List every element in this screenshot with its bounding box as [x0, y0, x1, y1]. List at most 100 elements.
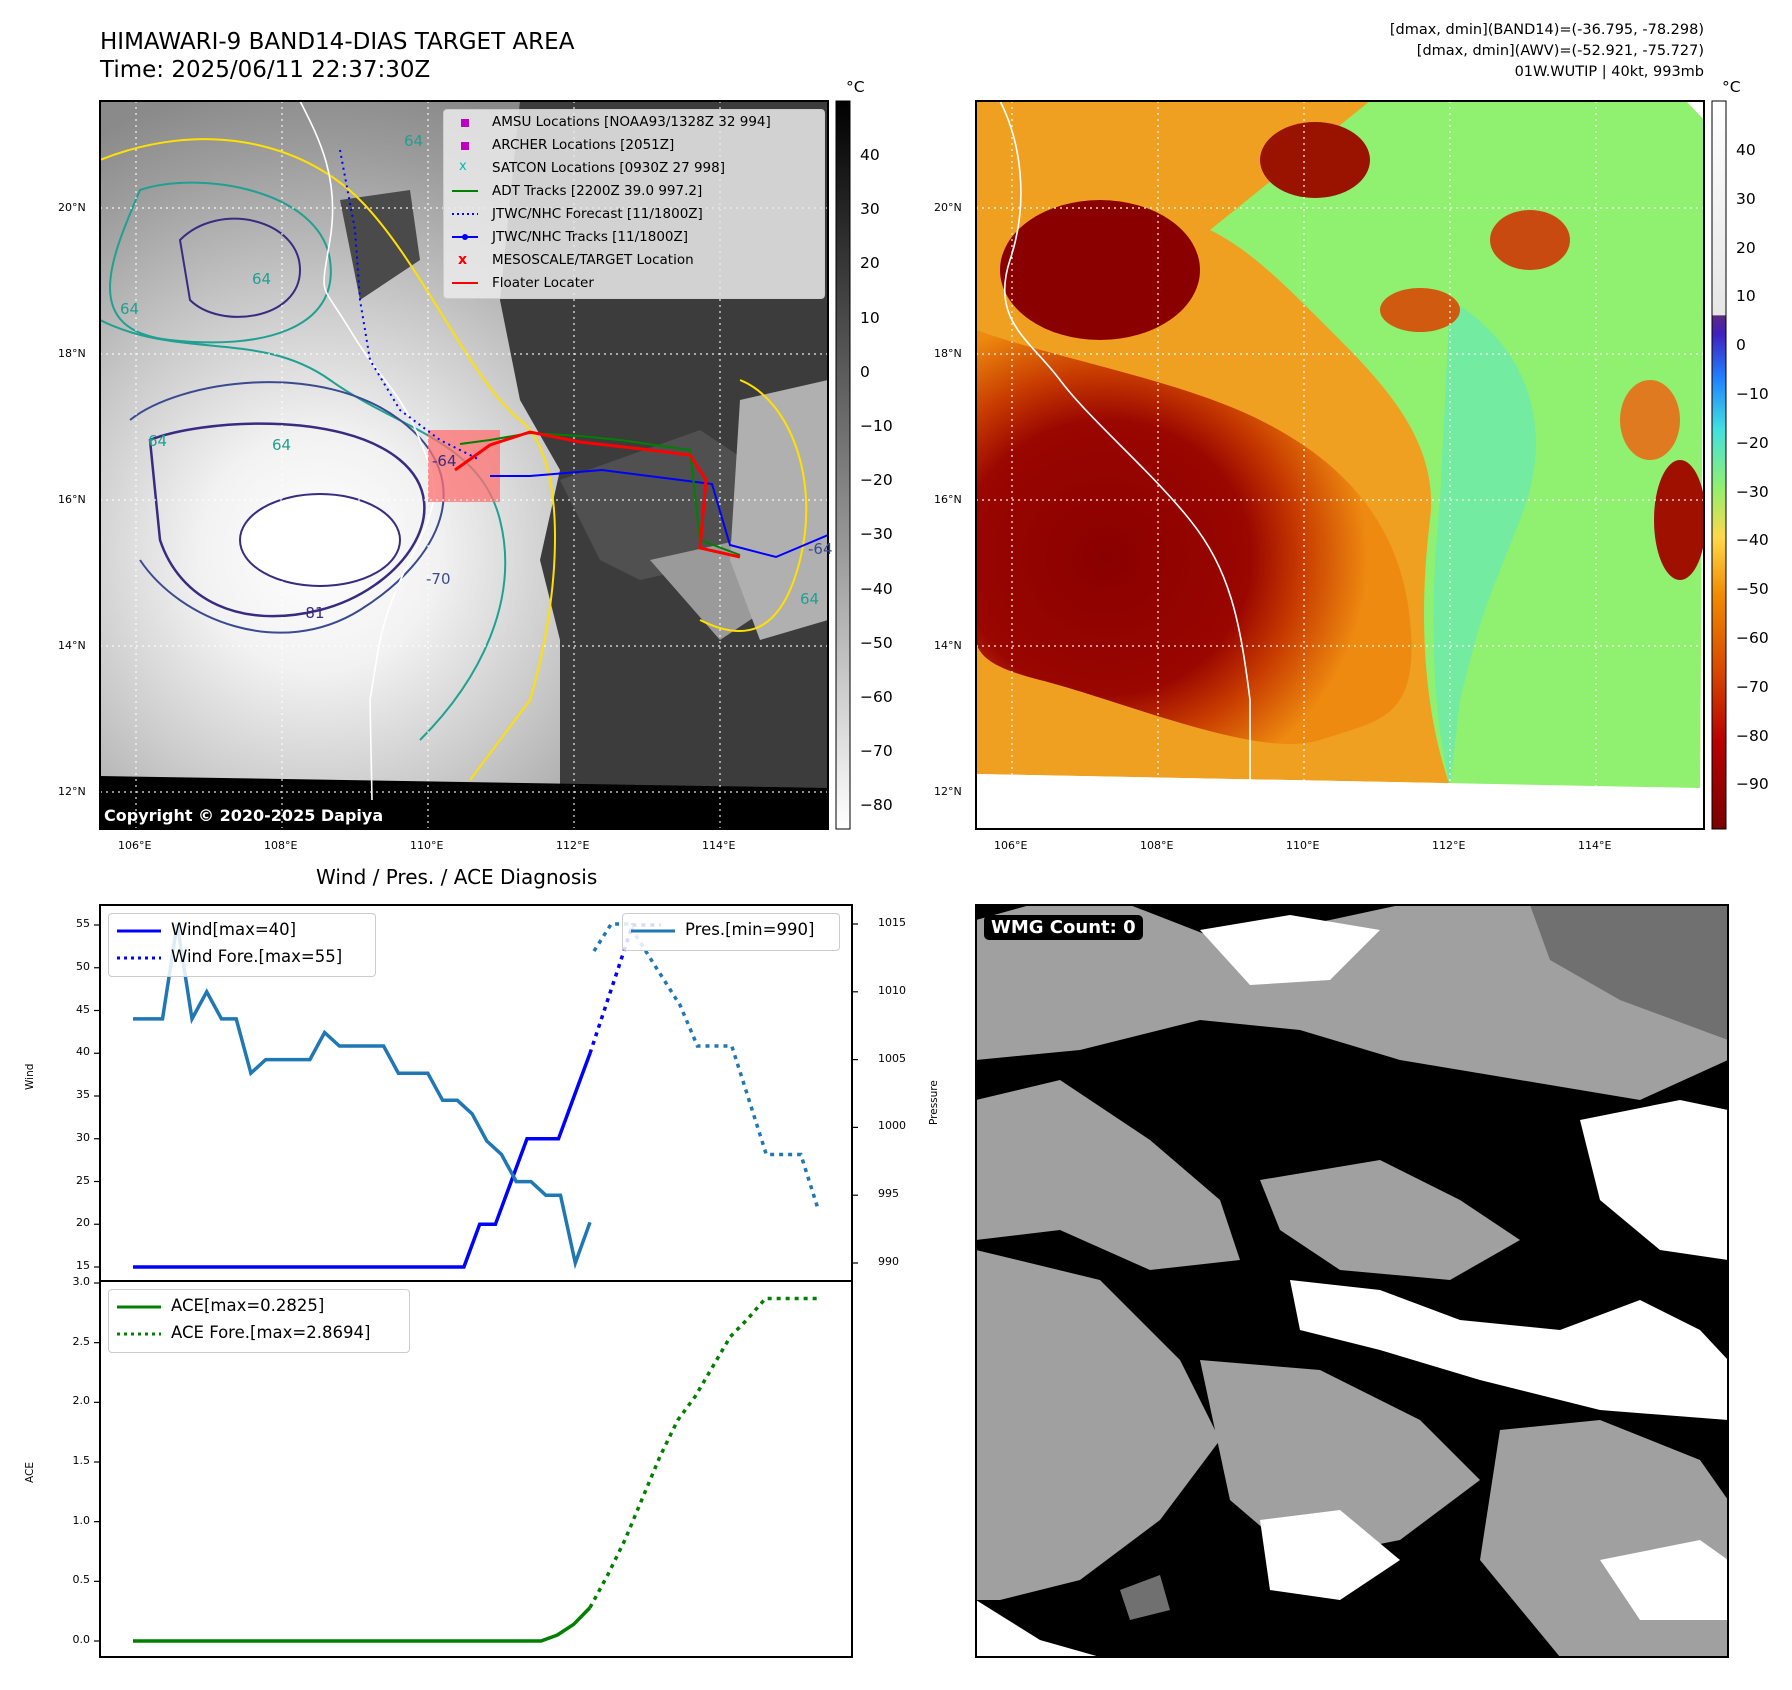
- contour-label: 64: [272, 436, 292, 454]
- ace-tick-label: 1.5: [72, 1454, 91, 1467]
- colorbar-color-tick-label: −80: [1736, 726, 1769, 745]
- map2-lat-tick: 14°N: [934, 639, 962, 652]
- ace-axis-label: ACE: [24, 1462, 36, 1483]
- colorbar-color-tick-label: −90: [1736, 775, 1769, 794]
- legend-pressure: Pres.[min=990]: [685, 920, 815, 939]
- pressure-series-line: [133, 923, 592, 1270]
- colorbar-color-tick-label: −30: [1736, 482, 1769, 501]
- colorbar-color-tick-label: 20: [1736, 238, 1756, 257]
- map1-lon-tick: 114°E: [702, 839, 736, 852]
- pressure-forecast-line: [592, 922, 820, 1210]
- map1-lon-tick: 112°E: [556, 839, 590, 852]
- legend-satcon-symbol: x: [459, 159, 467, 174]
- wind-tick-label: 50: [76, 959, 90, 973]
- figure-title-line1: HIMAWARI-9 BAND14-DIAS TARGET AREA: [100, 29, 575, 55]
- legend-wind: Wind[max=40]: [171, 920, 297, 939]
- ace-tick-label: 0.0: [72, 1633, 91, 1646]
- map2-lon-tick: 108°E: [1140, 839, 1174, 852]
- contour-label: -81: [300, 604, 325, 622]
- map1-lon-tick: 106°E: [118, 839, 152, 852]
- legend-satcon: SATCON Locations [0930Z 27 998]: [492, 160, 725, 176]
- wind-tick-label: 25: [76, 1173, 90, 1187]
- map1-lat-tick: 20°N: [58, 201, 86, 214]
- colorbar-color-unit: °C: [1722, 78, 1741, 96]
- map1-lat-tick: 12°N: [58, 785, 86, 798]
- legend-ace-forecast: ACE Fore.[max=2.8694]: [171, 1323, 371, 1342]
- map1-lon-tick: 110°E: [410, 839, 444, 852]
- colorbar-gray-tick-label: −40: [860, 579, 893, 598]
- legend-ace: ACE[max=0.2825]: [171, 1296, 325, 1315]
- map1-lon-tick: 108°E: [264, 839, 298, 852]
- wind-legend: Wind[max=40] Wind Fore.[max=55]: [108, 913, 376, 977]
- map2-lat-tick: 18°N: [934, 347, 962, 360]
- pressure-legend-symbol: [631, 929, 675, 933]
- colorbar-color: [1711, 100, 1727, 830]
- chart-marks: [94, 922, 858, 1643]
- pressure-legend: Pres.[min=990]: [622, 913, 840, 951]
- wind-tick-label: 55: [76, 917, 90, 930]
- ace-legend-symbols: [117, 1305, 161, 1336]
- copyright-text: Copyright © 2020-2025 Dapiya: [104, 806, 384, 825]
- colorbar-gray-tick-label: 30: [860, 200, 880, 219]
- map2-lon-tick: 106°E: [994, 839, 1028, 852]
- pressure-tick-label: 1015: [878, 916, 906, 929]
- contour-label: -64: [432, 452, 457, 470]
- awv-map-panel: [975, 100, 1705, 830]
- colorbar-gray-tick-label: 40: [860, 146, 880, 164]
- map2-lon-tick: 112°E: [1432, 839, 1466, 852]
- info-storm-summary: 01W.WUTIP | 40kt, 993mb: [1514, 64, 1704, 80]
- legend-wind-forecast: Wind Fore.[max=55]: [171, 947, 343, 966]
- legend-amsu-symbol: [461, 119, 469, 127]
- legend-archer-symbol: [461, 142, 469, 150]
- legend-adt: ADT Tracks [2200Z 39.0 997.2]: [492, 183, 703, 199]
- colorbar-color-tick-label: −60: [1736, 629, 1769, 647]
- wind-tick-label: 40: [76, 1045, 90, 1059]
- map1-lat-tick: 18°N: [58, 347, 86, 360]
- map2-lat-tick: 16°N: [934, 493, 962, 506]
- legend-archer: ARCHER Locations [2051Z]: [492, 137, 675, 153]
- pressure-tick-label: 990: [878, 1255, 899, 1268]
- colorbar-color-tick-label: 10: [1736, 287, 1756, 306]
- contour-label: 64: [404, 132, 424, 150]
- colorbar-gray-tick-label: −10: [860, 417, 893, 435]
- pressure-tick-label: 995: [878, 1187, 899, 1201]
- wind-forecast-line: [588, 923, 661, 1054]
- map2-lon-tick: 110°E: [1286, 839, 1320, 852]
- wmg-panel: [975, 904, 1729, 1658]
- colorbar-color-tick-label: 0: [1736, 336, 1746, 355]
- colorbar-color-tick-label: −10: [1736, 385, 1769, 403]
- legend-jtwc-tracks: JTWC/NHC Tracks [11/1800Z]: [492, 229, 689, 245]
- pressure-axis-label: Pressure: [928, 1080, 940, 1125]
- contour-label: -64: [808, 540, 833, 558]
- contour-label: 64: [800, 590, 820, 608]
- colorbar-gray-tick-label: 20: [860, 254, 880, 273]
- pressure-tick-label: 1000: [878, 1119, 906, 1133]
- ace-series-line: [133, 1606, 592, 1643]
- colorbar-gray: [835, 100, 851, 830]
- map2-lat-tick: 20°N: [934, 201, 962, 214]
- legend-amsu: AMSU Locations [NOAA93/1328Z 32 994]: [492, 114, 771, 130]
- legend-target-symbol: x: [458, 252, 467, 268]
- colorbar-gray-tick-label: −30: [860, 525, 893, 544]
- wind-tick-label: 30: [76, 1130, 90, 1144]
- colorbar-gray-tick-label: −50: [860, 633, 893, 652]
- colorbar-gray-tick-label: −80: [860, 796, 893, 815]
- ace-tick-label: 1.0: [72, 1513, 91, 1527]
- colorbar-gray-tick-label: 0: [860, 362, 870, 381]
- ace-tick-label: 3.0: [72, 1275, 91, 1288]
- map1-lat-tick: 16°N: [58, 493, 86, 506]
- map2-lat-tick: 12°N: [934, 785, 962, 798]
- wind-series-line: [133, 1052, 592, 1269]
- contour-label: 64: [120, 300, 140, 318]
- colorbar-gray-tick-label: −60: [860, 688, 893, 706]
- wind-tick-label: 15: [76, 1259, 90, 1272]
- legend-target-location: MESOSCALE/TARGET Location: [492, 252, 694, 268]
- contour-label: -70: [426, 570, 451, 588]
- ace-tick-label: 0.5: [72, 1573, 91, 1587]
- wmg-count-badge: WMG Count: 0: [984, 915, 1143, 940]
- info-band14-range: [dmax, dmin](BAND14)=(-36.795, -78.298): [1389, 22, 1704, 38]
- map2-lon-tick: 114°E: [1578, 839, 1612, 852]
- pressure-tick-label: 1010: [878, 983, 906, 997]
- legend-floater: Floater Locater: [492, 275, 594, 291]
- wind-tick-label: 45: [76, 1002, 90, 1016]
